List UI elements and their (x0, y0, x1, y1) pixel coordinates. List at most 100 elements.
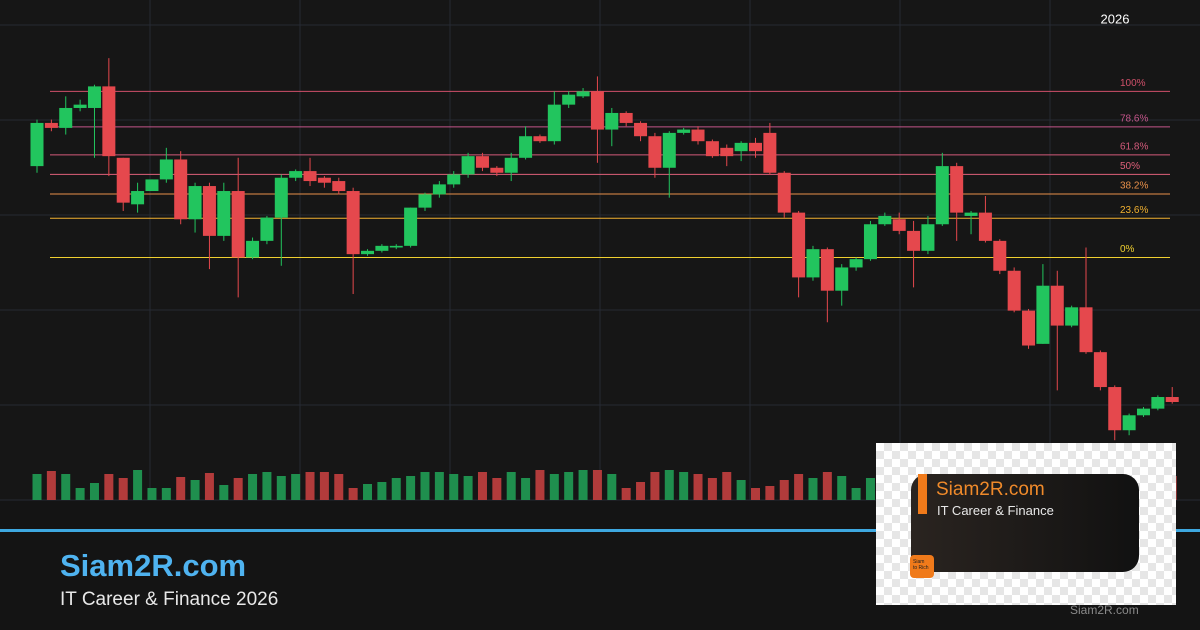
candle-body (749, 142, 762, 152)
volume-bar (751, 488, 760, 500)
candle-body (1022, 310, 1036, 346)
fib-label: 0% (1120, 244, 1135, 255)
volume-bar (248, 474, 258, 500)
candle-body (404, 207, 418, 246)
candle-body (878, 215, 892, 225)
candle-body (217, 191, 231, 236)
candle-body (978, 212, 992, 241)
candle-body (576, 91, 590, 97)
divider (0, 529, 1200, 532)
candle-body (1122, 415, 1136, 431)
volume-bar (348, 488, 358, 500)
candle-body (590, 91, 604, 130)
volume-bar (305, 472, 315, 500)
candle-body (475, 156, 489, 168)
candle-body (461, 156, 475, 175)
candle-body (1050, 285, 1064, 326)
volume-bar (32, 474, 42, 500)
volume-bar (736, 480, 746, 500)
candle-body (188, 186, 202, 220)
volume-bar (765, 486, 775, 500)
volume-bar (693, 474, 703, 500)
footer-subtitle: IT Career & Finance 2026 (60, 589, 279, 610)
fib-label: 61.8% (1120, 141, 1148, 152)
candle-body (993, 240, 1007, 271)
candle-body (145, 179, 159, 192)
volume-bar (636, 482, 646, 500)
candle-body (562, 94, 576, 105)
volume-bar (377, 482, 387, 500)
candle-body (892, 219, 906, 231)
volume-bar (621, 488, 631, 500)
candle-body (1036, 285, 1050, 344)
candle-body (102, 86, 116, 157)
volume-bar (664, 470, 674, 500)
volume-bar (219, 485, 229, 500)
candle-body (964, 212, 978, 216)
volume-bar (190, 480, 200, 500)
candle-body (835, 267, 849, 291)
candle-body (1136, 408, 1150, 416)
candle-body (734, 142, 748, 152)
volume-bar (851, 488, 861, 500)
candle-body (677, 129, 691, 133)
volume-bar (434, 472, 444, 500)
volume-bar (276, 476, 286, 500)
candle-body (605, 112, 619, 130)
candle-body (44, 122, 58, 128)
volume-bar (391, 478, 401, 500)
candle-body (863, 224, 877, 260)
candle-body (418, 194, 432, 208)
candle-body (389, 245, 403, 248)
volume-bar (75, 488, 85, 500)
candle-body (547, 104, 561, 142)
candle-body (921, 224, 935, 251)
candle-body (432, 184, 446, 195)
candle-body (159, 159, 173, 180)
candle-body (303, 171, 317, 182)
candle-body (691, 129, 705, 142)
candle-body (490, 167, 504, 173)
candle-body (361, 250, 375, 255)
candle-body (1108, 387, 1122, 431)
candle-body (1007, 270, 1021, 311)
volume-bar (233, 478, 243, 500)
candle-body (1093, 352, 1107, 388)
card-subtitle: IT Career & Finance (937, 503, 1054, 518)
candle-body (1165, 397, 1179, 402)
logo: Siam to Rich (910, 555, 934, 578)
candle-body (116, 157, 130, 203)
card-title: Siam2R.com (936, 479, 1045, 500)
volume-bar (319, 472, 329, 500)
volume-bar (449, 474, 459, 500)
candle-body (317, 177, 331, 183)
candle-body (1065, 307, 1079, 326)
volume-bar (722, 472, 732, 500)
volume-bar (521, 478, 531, 500)
volume-bar (865, 478, 875, 500)
volume-bar (420, 472, 430, 500)
candle-body (950, 166, 964, 213)
volume-bar (549, 474, 559, 500)
candle-body (935, 166, 949, 225)
candle-body (274, 177, 288, 218)
candle-body (763, 132, 777, 173)
volume-bar (779, 480, 789, 500)
volume-bar (607, 474, 617, 500)
card-accent (918, 474, 927, 514)
volume-bar (406, 476, 416, 500)
candle-body (634, 122, 648, 137)
fib-label: 50% (1120, 161, 1140, 172)
fib-label: 38.2% (1120, 181, 1148, 192)
volume-bar (794, 474, 804, 500)
volume-bar (506, 472, 516, 500)
watermark: Siam2R.com (1070, 603, 1139, 617)
volume-bar (46, 471, 56, 500)
volume-bar (578, 470, 588, 500)
candle-body (174, 159, 188, 220)
fib-label: 78.6% (1120, 114, 1148, 125)
candle-body (504, 157, 518, 173)
candle-body (777, 172, 791, 213)
volume-bar (118, 478, 128, 500)
